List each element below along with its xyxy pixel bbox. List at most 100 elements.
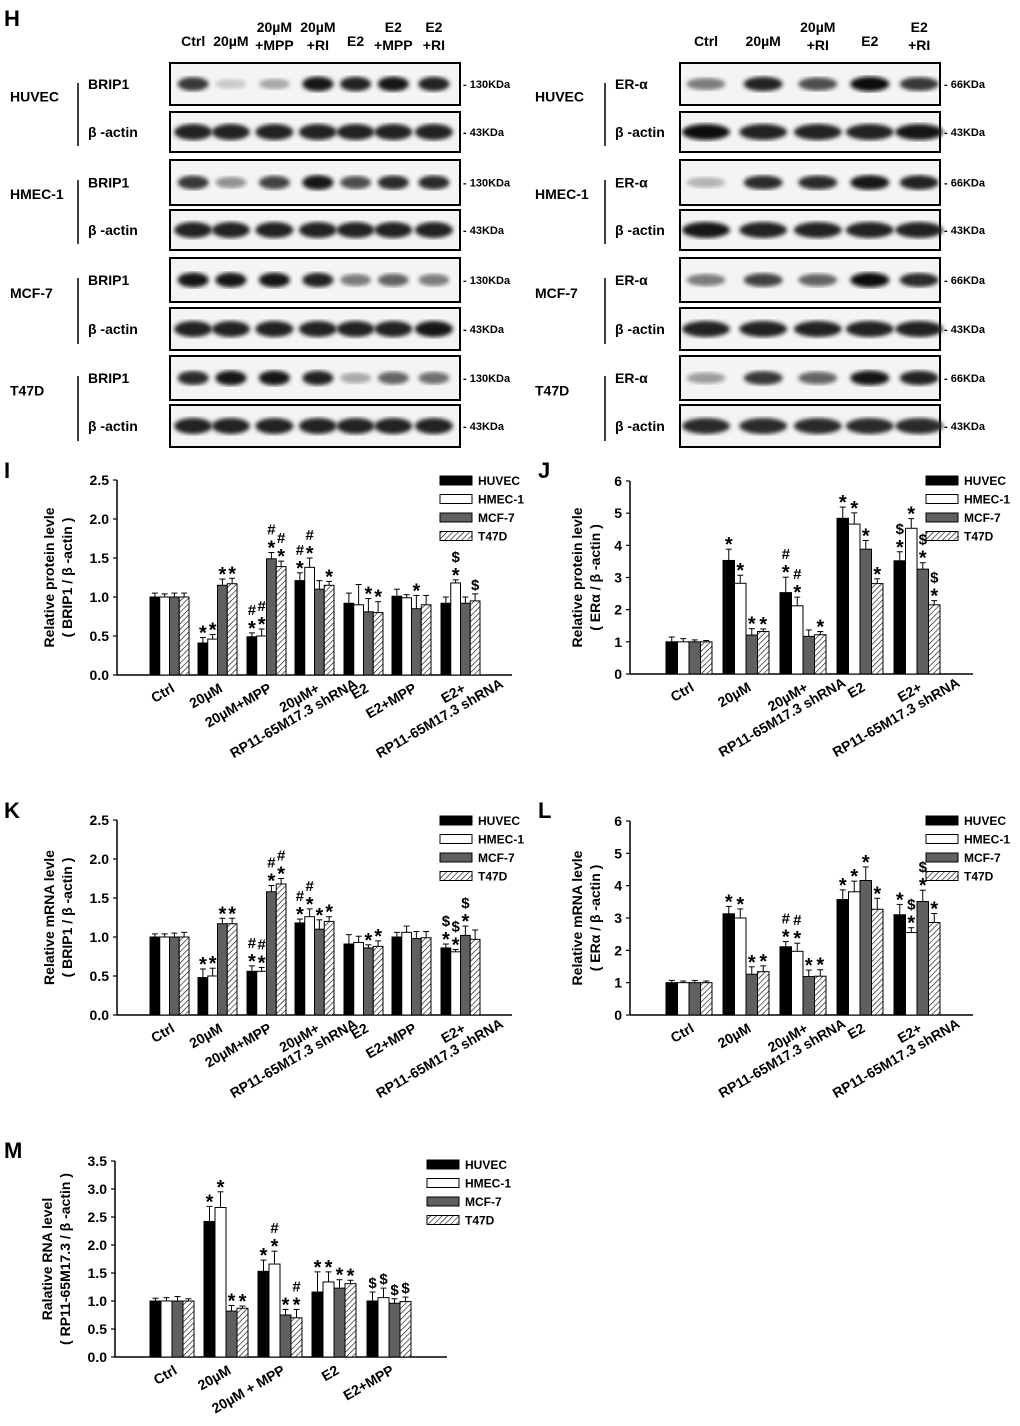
significance-mark: * [736, 560, 744, 582]
lane-label: 20µM [800, 19, 835, 35]
bar-huvec [722, 913, 735, 1016]
bar-t47d [275, 566, 287, 676]
panel-letter-h: H [4, 6, 20, 31]
mw-marker: - 43KDa [463, 324, 505, 336]
x-category-label: E2+RP11-65M17.3 shRNA [822, 1002, 962, 1101]
significance-mark: * [452, 934, 460, 956]
bar-huvec [836, 517, 849, 675]
y-tick-label: 6 [614, 473, 622, 489]
mw-marker: - 43KDa [463, 225, 505, 237]
x-category-label-line: 20µM [715, 679, 754, 711]
blot-band [255, 418, 294, 434]
blot-band [215, 79, 247, 89]
blot-band [377, 273, 409, 287]
legend-swatch-mcf-7 [439, 512, 473, 523]
blot-band [211, 222, 250, 238]
significance-mark: * [907, 913, 915, 935]
x-category-label: Ctrl [148, 1020, 177, 1046]
x-category-label: E2 [845, 679, 868, 702]
y-axis-label: ( ERα / β -actin ) [587, 524, 603, 631]
significance-mark: * [282, 1294, 290, 1316]
legend-label: MCF-7 [478, 851, 515, 865]
bar-mcf-7 [388, 1302, 401, 1358]
significance-mark: * [930, 586, 938, 608]
blot-band [374, 418, 413, 434]
bar-t47d [420, 604, 432, 676]
blot-band [177, 77, 209, 91]
significance-mark: * [325, 566, 333, 588]
lane-label: +MPP [374, 37, 413, 53]
blot-band [845, 418, 894, 434]
legend-swatch-hmec-1 [439, 834, 473, 844]
x-category-label: 20µM+RP11-65M17.3 shRNA [708, 661, 848, 760]
y-axis-label: Relative mRNA levle [569, 850, 585, 985]
blot-band [793, 124, 842, 140]
bar-huvec [311, 1291, 324, 1358]
blot-band [177, 370, 209, 386]
bar-huvec [246, 636, 258, 676]
bar-huvec [149, 936, 161, 1016]
panel-letter: J [538, 458, 550, 483]
significance-mark: * [218, 903, 226, 925]
panel-letter: K [4, 798, 20, 823]
y-axis-label: ( BRIP1 / β -actin ) [59, 858, 75, 978]
significance-mark: * [258, 952, 266, 974]
significance-mark: * [725, 534, 733, 556]
legend-swatch-huvec [439, 475, 473, 486]
significance-mark: * [217, 1177, 225, 1199]
cell-line-label: HMEC-1 [535, 186, 589, 202]
y-tick-label: 3.0 [88, 1181, 108, 1197]
x-category-label-line: RP11-65M17.3 shRNA [373, 675, 506, 761]
significance-mark: * [260, 1245, 268, 1267]
significance-mark: $ [368, 1275, 377, 1292]
significance-mark: * [199, 623, 207, 645]
significance-mark: * [325, 1257, 333, 1279]
significance-mark: * [248, 951, 256, 973]
blot-band [793, 321, 842, 337]
x-category-label-line: RP11-65M17.3 shRNA [227, 1015, 360, 1101]
significance-mark: * [839, 492, 847, 514]
bar-mcf-7 [266, 891, 277, 1016]
lane-label: 20µM [213, 33, 248, 49]
blot-band [850, 370, 890, 386]
significance-mark: $ [451, 918, 460, 935]
bar-hmec-1 [450, 951, 461, 1016]
lane-label: +RI [423, 37, 445, 53]
bar-huvec [203, 1220, 216, 1358]
mw-marker: - 66KDa [944, 178, 986, 190]
x-category-label-line: Ctrl [668, 1020, 697, 1046]
bar-huvec [197, 977, 209, 1016]
significance-mark: $ [907, 897, 916, 914]
bar-mcf-7 [916, 901, 929, 1016]
blot-band [215, 272, 247, 288]
significance-mark: * [759, 614, 767, 636]
protein-label: β -actin [88, 222, 138, 238]
y-tick-label: 0.5 [90, 628, 110, 644]
x-category-label: 20µM+RP11-65M17.3 shRNA [708, 1002, 848, 1101]
protein-label: β -actin [615, 418, 665, 434]
bar-t47d [814, 634, 827, 675]
bar-hmec-1 [677, 982, 690, 1016]
legend-swatch-hmec-1 [439, 494, 473, 504]
protein-label: β -actin [615, 321, 665, 337]
blot-band [682, 321, 730, 337]
blot-band [743, 273, 783, 287]
y-tick-label: 1 [614, 634, 622, 650]
protein-label: BRIP1 [88, 76, 129, 92]
x-category-label: Ctrl [151, 1362, 180, 1388]
blot-band [899, 77, 939, 91]
bar-mcf-7 [171, 1300, 184, 1358]
lane-label: Ctrl [694, 33, 718, 49]
legend-swatch-hmec-1 [426, 1178, 460, 1188]
significance-mark: * [218, 564, 226, 586]
significance-mark: * [374, 587, 382, 609]
legend-label: T47D [465, 1214, 495, 1228]
cell-line-label: HUVEC [535, 89, 584, 105]
blot-band [211, 321, 250, 337]
significance-mark: * [271, 1236, 279, 1258]
blot-band [798, 371, 838, 385]
chart-m: M 0.0 0.5 1.0 1.5 2.0 2.5 3.0 3.5 Ralative RNA le… [4, 1138, 511, 1416]
x-category-label: Ctrl [668, 679, 697, 705]
y-tick-label: 2.5 [88, 1209, 108, 1225]
bar-huvec [836, 899, 849, 1016]
